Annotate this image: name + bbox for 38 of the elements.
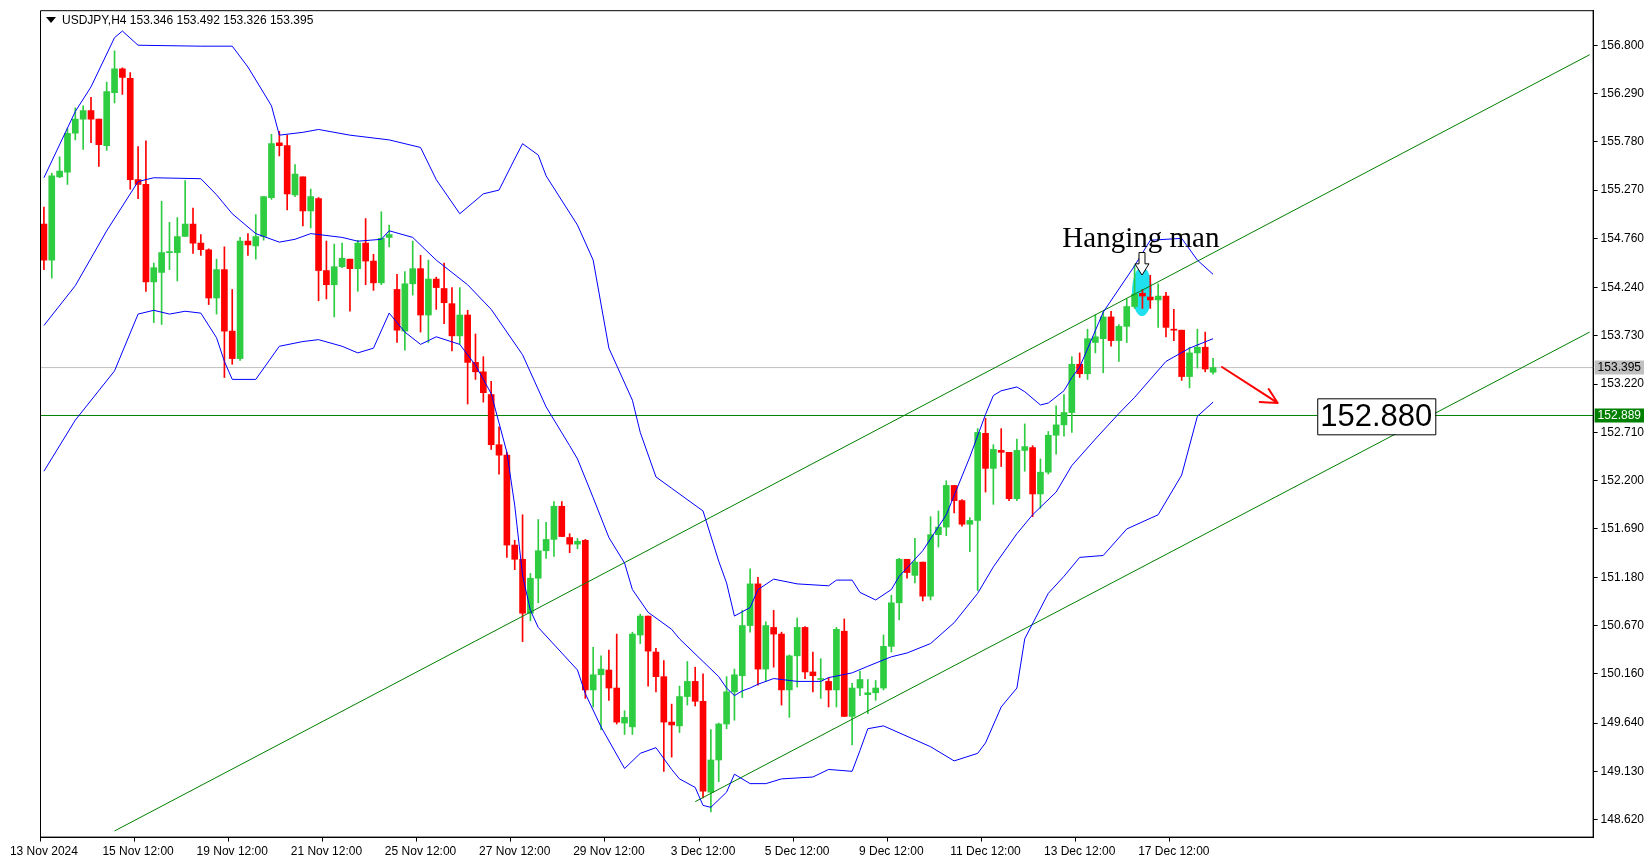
- y-tick-label: 149.640: [1600, 715, 1645, 730]
- x-tick-label: 9 Dec 12:00: [858, 844, 925, 859]
- y-tick-label: 151.180: [1600, 569, 1645, 584]
- y-tick-label: 153.730: [1600, 328, 1645, 343]
- y-tick-label: 155.780: [1600, 134, 1645, 149]
- annotation: Hanging man: [1062, 220, 1220, 253]
- y-tick-label: 155.270: [1600, 182, 1645, 197]
- x-tick-label: 25 Nov 12:00: [384, 844, 457, 859]
- candlestick: [346, 258, 354, 312]
- x-tick-label: 27 Nov 12:00: [479, 844, 551, 859]
- annotation: 152.880: [1320, 397, 1433, 433]
- chart-title: USDJPY,H4 153.346 153.492 153.326 153.395: [62, 13, 314, 28]
- y-tick-label: 148.620: [1600, 811, 1645, 826]
- y-tick-label: 156.800: [1600, 37, 1645, 52]
- x-tick-label: 17 Dec 12:00: [1138, 844, 1210, 859]
- y-tick-label: 152.200: [1600, 473, 1645, 488]
- x-tick-label: 19 Nov 12:00: [196, 844, 269, 859]
- y-tick-label: 152.710: [1600, 424, 1645, 439]
- y-tick-label: 153.220: [1600, 376, 1645, 391]
- y-tick-label: 150.670: [1600, 617, 1645, 632]
- ref-line-label: 153.395: [1597, 359, 1642, 374]
- x-tick-label: 13 Dec 12:00: [1043, 844, 1116, 859]
- x-tick-label: 13 Nov 2024: [9, 844, 79, 859]
- x-tick-label: 3 Dec 12:00: [670, 844, 736, 859]
- x-tick-label: 11 Dec 12:00: [950, 844, 1022, 859]
- x-tick-label: 29 Nov 12:00: [573, 844, 645, 859]
- x-tick-label: 5 Dec 12:00: [764, 844, 830, 859]
- y-tick-label: 156.290: [1600, 85, 1645, 100]
- y-tick-label: 151.690: [1600, 521, 1645, 536]
- x-tick-label: 21 Nov 12:00: [290, 844, 363, 859]
- y-tick-label: 149.130: [1600, 763, 1645, 778]
- y-tick-label: 154.760: [1600, 230, 1645, 245]
- y-tick-label: 154.240: [1600, 279, 1645, 294]
- candlestick: [817, 658, 825, 699]
- x-tick-label: 15 Nov 12:00: [102, 844, 175, 859]
- y-tick-label: 150.160: [1600, 666, 1645, 681]
- candlestick: [1146, 274, 1154, 309]
- ref-line-label: 152.889: [1597, 407, 1642, 422]
